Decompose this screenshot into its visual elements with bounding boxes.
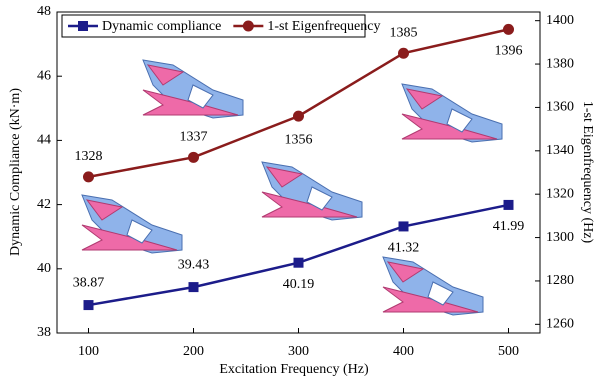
chart: Excitation Frequency (Hz) Dynamic Compli… — [0, 0, 600, 381]
data-point — [399, 221, 409, 231]
y2-tick-label: 1380 — [546, 56, 574, 71]
x-tick-label: 100 — [78, 344, 99, 359]
x-tick-label: 200 — [183, 344, 204, 359]
design-illustration — [82, 195, 182, 253]
page: {"chart_data": {"type": "line", "x_label… — [0, 0, 600, 381]
data-point — [293, 111, 304, 122]
x-tick-label: 500 — [498, 344, 519, 359]
data-point — [189, 282, 199, 292]
y-tick-label: 38 — [37, 325, 51, 340]
data-label: 40.19 — [283, 277, 315, 292]
legend-marker — [243, 21, 254, 32]
data-point — [83, 171, 94, 182]
y2-tick-label: 1400 — [546, 13, 574, 28]
y-axis-title: Dynamic Compliance (kN·m) — [8, 88, 23, 256]
design-illustration — [262, 162, 362, 220]
y-tick-label: 48 — [37, 4, 51, 19]
data-label: 41.32 — [388, 241, 420, 256]
legend-marker — [78, 21, 88, 31]
y2-tick-label: 1360 — [546, 100, 574, 115]
design-illustration — [402, 84, 502, 142]
data-label: 1328 — [75, 149, 103, 164]
x-tick-label: 400 — [393, 344, 414, 359]
data-label: 41.99 — [493, 219, 525, 234]
data-point — [503, 24, 514, 35]
y2-tick-label: 1280 — [546, 273, 574, 288]
y2-tick-label: 1340 — [546, 143, 574, 158]
data-label: 38.87 — [73, 275, 105, 290]
data-label: 39.43 — [178, 257, 210, 272]
y2-tick-label: 1300 — [546, 230, 574, 245]
data-label: 1396 — [495, 44, 523, 59]
x-tick-label: 300 — [288, 344, 309, 359]
data-point — [84, 300, 94, 310]
legend-label: 1-st Eigenfrequency — [267, 19, 380, 34]
x-axis-title: Excitation Frequency (Hz) — [219, 362, 369, 377]
y-tick-label: 44 — [37, 133, 51, 148]
y2-tick-label: 1260 — [546, 317, 574, 332]
y-tick-label: 46 — [37, 68, 51, 83]
y-tick-label: 42 — [37, 197, 51, 212]
design-illustration — [383, 257, 483, 315]
y-tick-label: 40 — [37, 261, 51, 276]
data-point — [504, 200, 514, 210]
y2-axis-title: 1-st Eigenfrequency (Hz) — [580, 101, 595, 244]
legend-label: Dynamic compliance — [102, 19, 221, 34]
data-label: 1337 — [180, 130, 208, 145]
data-point — [398, 48, 409, 59]
data-label: 1356 — [285, 132, 313, 147]
data-point — [294, 258, 304, 268]
design-illustration — [143, 60, 243, 118]
data-point — [188, 152, 199, 163]
data-label: 1385 — [390, 25, 418, 40]
y2-tick-label: 1320 — [546, 186, 574, 201]
